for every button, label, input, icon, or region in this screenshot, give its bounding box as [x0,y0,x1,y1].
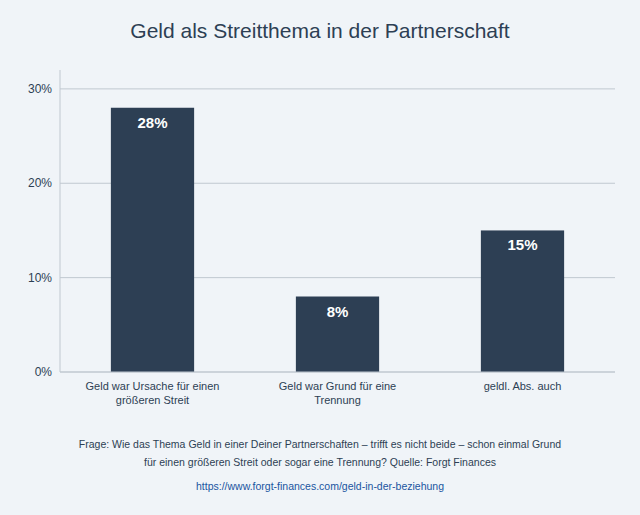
x-axis-line [60,372,615,373]
x-tick-label-line: Trennung [314,394,361,406]
x-tick-label-line: Geld war Grund für eine [279,380,396,392]
x-tick-label: Geld war Grund für eine Trennung [279,380,396,406]
grid-line [60,88,615,89]
footnote: Frage: Wie das Thema Geld in einer Deine… [79,438,561,450]
bar [296,297,379,373]
data-label: 8% [327,303,349,320]
bar [481,230,564,372]
grid-line [60,372,615,373]
bars [111,108,564,372]
background [0,0,640,515]
x-tick-label: geldl. Abs. auch [484,380,562,392]
data-label: 28% [137,114,167,131]
x-tick-label-line: geldl. Abs. auch [484,380,562,392]
y-tick-label: 20% [28,176,52,190]
y-tick-label: 30% [28,82,52,96]
x-tick-label-line: größeren Streit [116,394,189,406]
data-label: 15% [507,236,537,253]
y-tick-label: 0% [35,365,53,379]
x-tick-label: Geld war Ursache für einen größeren Strei… [86,380,220,406]
x-tick-label-line: Geld war Ursache für einen [86,380,220,392]
footnote-url: https://www.forgt-finances.com/geld-in-d… [196,480,444,492]
chart-container: Geld als Streitthema in der Partnerschaf… [0,0,640,515]
grid [60,89,615,372]
chart-svg: Geld als Streitthema in der Partnerschaf… [0,0,640,515]
chart-title: Geld als Streitthema in der Partnerschaf… [130,19,510,42]
bar [111,108,194,372]
footnote: für einen größeren Streit oder sogar ein… [144,456,496,468]
y-tick-label: 10% [28,271,52,285]
y-axis-line [60,70,61,372]
